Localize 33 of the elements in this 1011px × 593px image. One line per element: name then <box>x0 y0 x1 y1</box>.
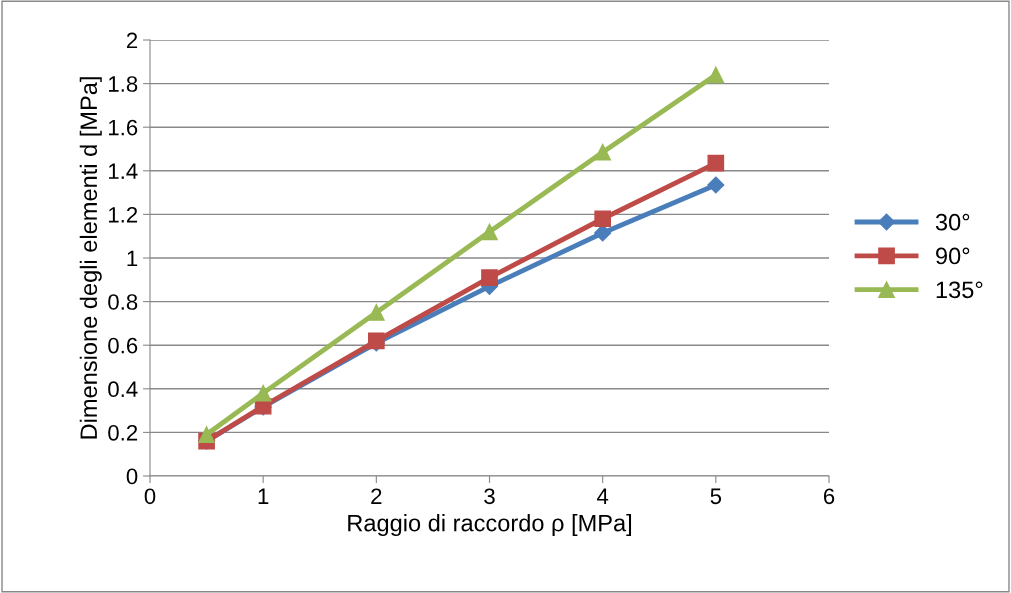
y-tick-label: 1.4 <box>109 163 138 179</box>
x-tick-label: 2 <box>371 488 382 504</box>
point <box>481 223 498 241</box>
y-tick-label: 2 <box>126 32 138 49</box>
x-tick-label: 6 <box>823 488 835 505</box>
y-tick-label: 1 <box>127 250 138 267</box>
point <box>254 384 272 402</box>
point <box>367 304 385 321</box>
y-tick-label: 0.8 <box>108 294 138 310</box>
point <box>707 154 725 172</box>
y-tick-label: 0.2 <box>108 424 138 441</box>
point <box>594 143 612 161</box>
legend-label: 135° <box>936 281 983 299</box>
point <box>707 66 725 84</box>
legend-label: 30° <box>935 213 970 231</box>
point <box>198 426 215 443</box>
x-axis-title: Raggio di raccordo ρ [MPa] <box>348 514 632 537</box>
point <box>481 269 498 286</box>
x-tick-label: 5 <box>710 488 722 505</box>
x-tick-label: 0 <box>144 488 156 505</box>
y-tick-label: 0.4 <box>108 381 138 398</box>
x-tick-label: 4 <box>597 488 609 504</box>
y-tick-label: 0 <box>126 468 138 485</box>
point <box>594 210 612 228</box>
x-tick-label: 1 <box>258 488 269 504</box>
y-tick-label: 1.2 <box>109 206 138 223</box>
y-tick-label: 0.6 <box>108 337 138 354</box>
y-tick-label: 1.6 <box>109 119 138 136</box>
legend-label: 90° <box>936 247 970 265</box>
x-tick-label: 3 <box>484 488 495 505</box>
y-tick-label: 1.8 <box>109 76 138 92</box>
y-axis-title: Dimensione degli elementi d [MPa] <box>79 77 102 439</box>
point <box>707 176 725 194</box>
